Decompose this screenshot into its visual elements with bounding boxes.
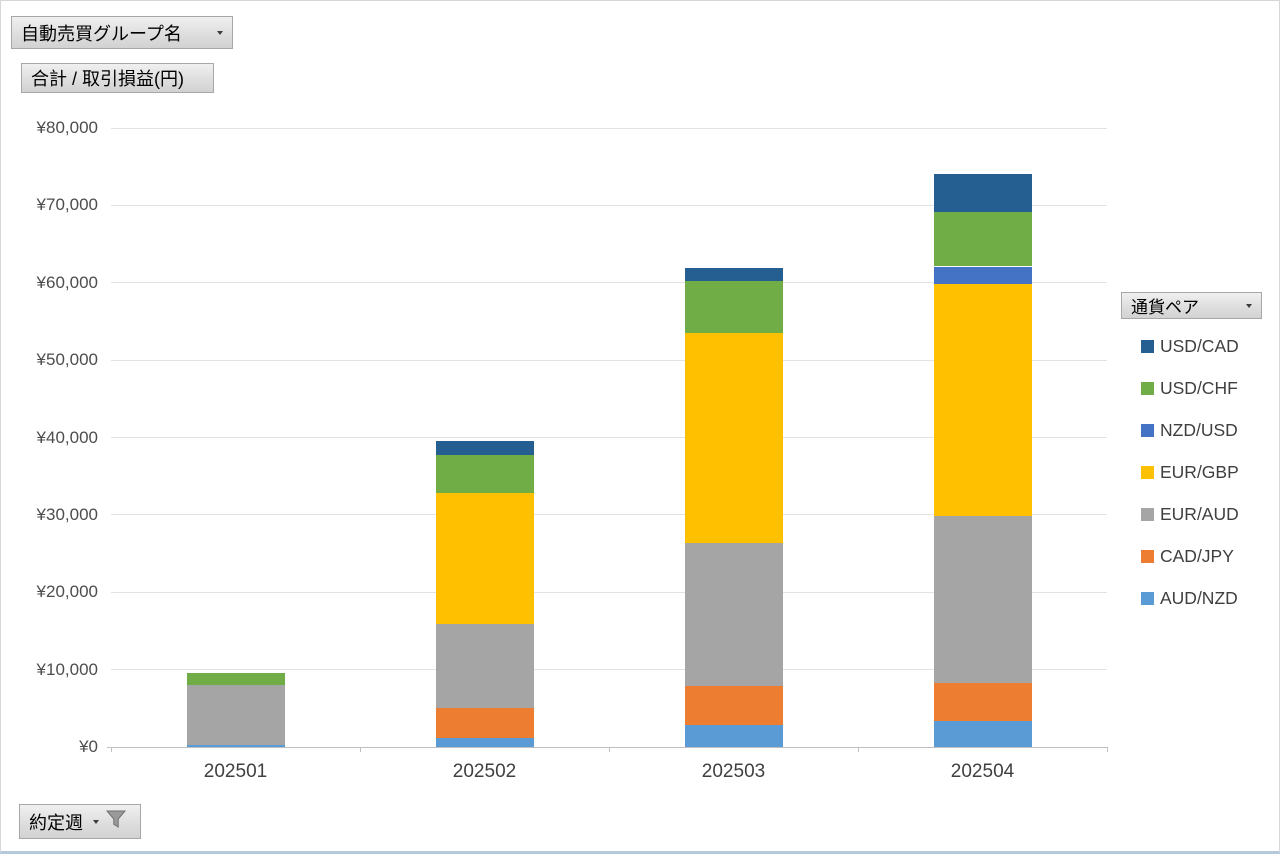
legend-label: AUD/NZD: [1160, 588, 1238, 608]
gridline: [111, 282, 1107, 284]
bar-segment-usd-chf[interactable]: [186, 673, 285, 686]
bar-segment-eur-gbp[interactable]: [933, 284, 1032, 517]
y-axis-tick-label: ¥70,000: [36, 195, 98, 215]
bar-segment-eur-aud[interactable]: [684, 542, 783, 686]
legend-swatch: [1141, 466, 1154, 479]
gridline: [111, 591, 1107, 593]
legend-item-nzd-usd[interactable]: NZD/USD: [1141, 420, 1238, 441]
bar-segment-eur-gbp[interactable]: [435, 493, 534, 624]
legend-item-usd-chf[interactable]: USD/CHF: [1141, 378, 1238, 399]
x-axis-tick: [858, 747, 859, 752]
legend-item-cad-jpy[interactable]: CAD/JPY: [1141, 546, 1234, 567]
bar-segment-aud-nzd[interactable]: [435, 737, 534, 747]
legend-label: CAD/JPY: [1160, 546, 1234, 566]
gridline: [111, 359, 1107, 361]
x-axis-tick: [1107, 747, 1108, 752]
legend-field-button[interactable]: 通貨ペア: [1121, 292, 1262, 319]
chevron-down-icon: [217, 30, 223, 35]
legend-swatch: [1141, 592, 1154, 605]
x-axis-category-label: 202501: [203, 761, 268, 782]
bar-segment-usd-chf[interactable]: [435, 455, 534, 494]
chevron-down-icon: [1246, 303, 1252, 308]
legend-swatch: [1141, 382, 1154, 395]
x-axis-line: [107, 746, 1107, 748]
bar-segment-cad-jpy[interactable]: [435, 707, 534, 738]
legend-label: EUR/GBP: [1160, 462, 1239, 482]
y-axis-tick-label: ¥60,000: [36, 272, 98, 292]
legend-label: EUR/AUD: [1160, 504, 1239, 524]
y-axis-tick-label: ¥10,000: [36, 659, 98, 679]
x-axis-category-label: 202504: [950, 761, 1015, 782]
y-axis-tick-label: ¥50,000: [36, 350, 98, 370]
chevron-down-icon: [93, 819, 99, 824]
group-name-field-button[interactable]: 自動売買グループ名: [11, 16, 233, 49]
filter-icon: [105, 808, 127, 835]
bar-segment-usd-chf[interactable]: [933, 212, 1032, 267]
bar-segment-usd-cad[interactable]: [933, 174, 1032, 213]
gridline: [111, 514, 1107, 516]
legend-field-label: 通貨ペア: [1131, 298, 1199, 317]
bar-segment-eur-aud[interactable]: [435, 623, 534, 708]
gridline: [111, 437, 1107, 438]
group-name-field-label: 自動売買グループ名: [21, 23, 182, 44]
x-axis-tick: [609, 747, 610, 752]
bar-segment-nzd-usd[interactable]: [933, 266, 1032, 285]
gridline: [111, 204, 1107, 206]
bar-segment-usd-cad[interactable]: [684, 268, 783, 282]
bar-segment-usd-cad[interactable]: [435, 441, 534, 456]
legend-label: USD/CAD: [1160, 336, 1239, 356]
legend-item-usd-cad[interactable]: USD/CAD: [1141, 336, 1239, 357]
bar-segment-cad-jpy[interactable]: [933, 682, 1032, 722]
legend-item-eur-gbp[interactable]: EUR/GBP: [1141, 462, 1239, 483]
legend-swatch: [1141, 508, 1154, 521]
legend-swatch: [1141, 424, 1154, 437]
x-axis-category-label: 202503: [701, 761, 766, 782]
gridline: [111, 127, 1107, 129]
bar-segment-aud-nzd[interactable]: [684, 724, 783, 747]
axis-field-label: 約定週: [29, 812, 83, 833]
legend-label: USD/CHF: [1160, 378, 1238, 398]
gridline: [111, 669, 1107, 671]
bar-segment-aud-nzd[interactable]: [186, 744, 285, 747]
bar-segment-eur-gbp[interactable]: [684, 333, 783, 543]
y-axis-tick-label: ¥80,000: [36, 118, 98, 137]
bar-segment-usd-chf[interactable]: [684, 281, 783, 334]
x-axis-category-label: 202502: [452, 761, 517, 782]
value-field-button[interactable]: 合計 / 取引損益(円): [21, 63, 214, 93]
legend-label: NZD/USD: [1160, 420, 1238, 440]
y-axis-tick-label: ¥0: [79, 737, 98, 756]
bar-segment-cad-jpy[interactable]: [684, 685, 783, 725]
y-axis-tick-label: ¥30,000: [36, 504, 98, 524]
x-axis-tick: [111, 747, 112, 752]
legend-swatch: [1141, 340, 1154, 353]
y-axis-tick-label: ¥40,000: [36, 427, 98, 447]
bar-segment-aud-nzd[interactable]: [933, 721, 1032, 747]
value-field-label: 合計 / 取引損益(円): [31, 69, 184, 89]
legend-swatch: [1141, 550, 1154, 563]
legend-item-eur-aud[interactable]: EUR/AUD: [1141, 504, 1239, 525]
bar-segment-eur-aud[interactable]: [186, 685, 285, 745]
axis-field-button[interactable]: 約定週: [19, 804, 141, 839]
legend-item-aud-nzd[interactable]: AUD/NZD: [1141, 588, 1238, 609]
y-axis-tick-label: ¥20,000: [36, 582, 98, 602]
bar-segment-eur-aud[interactable]: [933, 516, 1032, 683]
x-axis-tick: [360, 747, 361, 752]
